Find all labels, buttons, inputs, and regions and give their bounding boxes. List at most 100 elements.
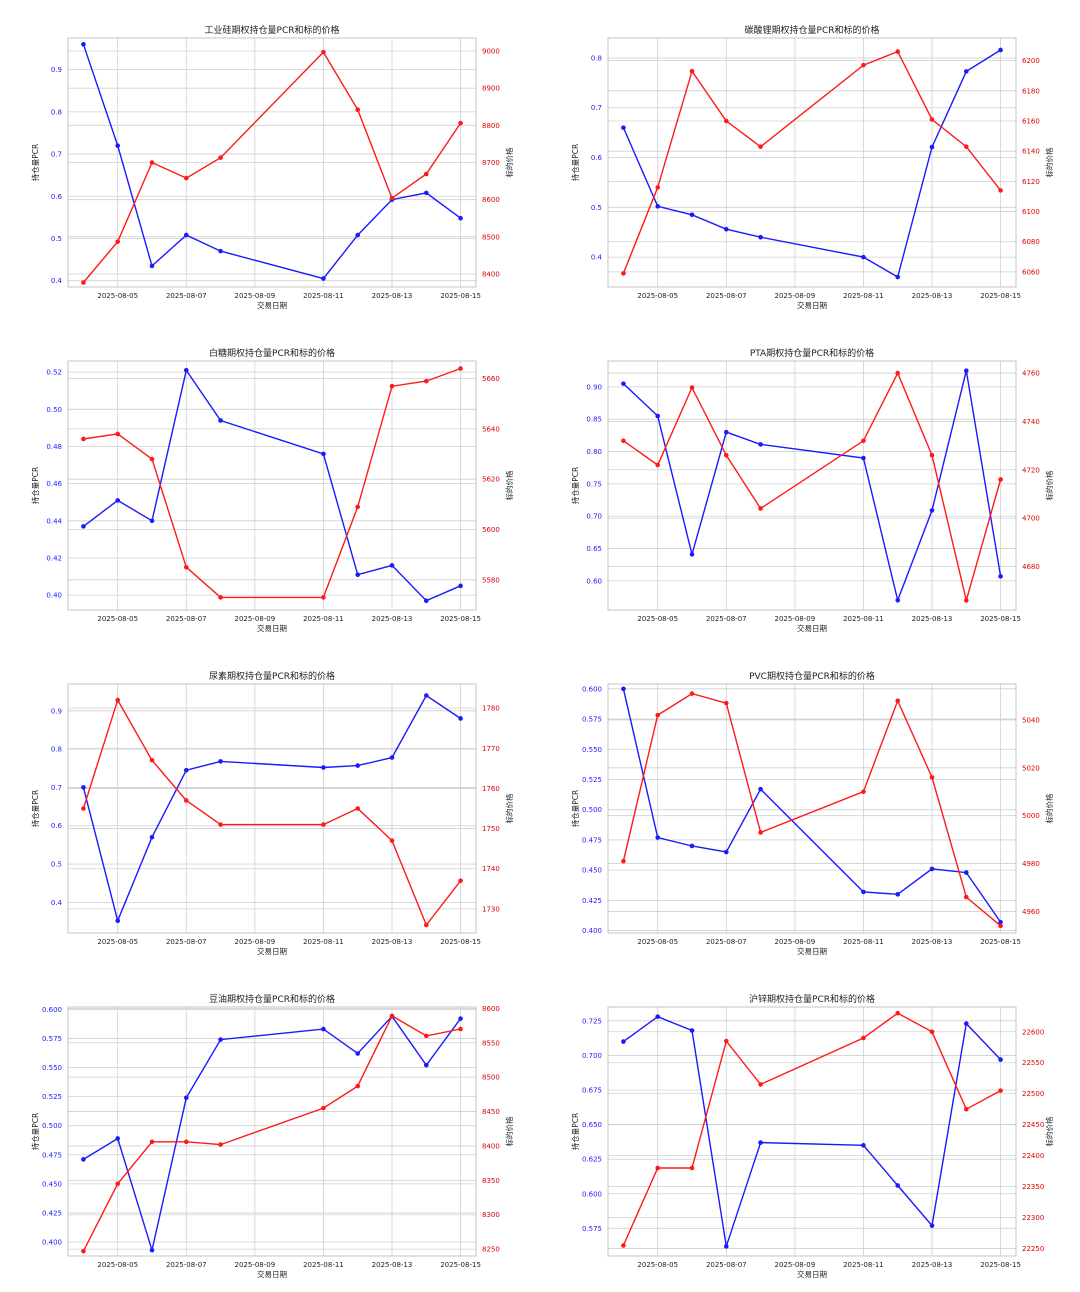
price-point [861,789,866,795]
price-point [998,477,1003,482]
y-right-tick-label: 8250 [482,1246,500,1254]
y-left-tick-label: 0.46 [46,480,62,488]
price-point [621,438,626,444]
y-right-tick-label: 5600 [482,526,500,534]
y-left-tick-label: 0.44 [46,517,62,525]
y-left-tick-label: 0.48 [46,443,62,451]
y-right-axis-label: 标的价格 [1044,147,1054,177]
y-left-axis-label: 持仓量PCR [570,144,580,181]
price-point [389,195,395,201]
y-right-tick-label: 8400 [482,270,500,278]
y-left-tick-label: 0.425 [42,1209,62,1217]
price-point [149,456,155,462]
y-left-axis-label: 持仓量PCR [30,1113,40,1150]
x-tick-label: 2025-08-07 [166,615,207,623]
price-point [895,370,901,376]
y-left-tick-label: 0.80 [586,448,602,456]
chart-title: 工业硅期权持仓量PCR和标的价格 [205,24,340,36]
pcr-point [929,144,935,150]
x-tick-label: 2025-08-13 [372,1261,413,1269]
y-left-axis-label: 持仓量PCR [30,790,40,827]
x-tick-label: 2025-08-09 [235,292,276,300]
pcr-series-line [82,694,461,923]
chart-title: 沪锌期权持仓量PCR和标的价格 [749,993,875,1005]
y-left-tick-label: 0.8 [51,746,62,754]
pcr-point [621,381,626,386]
y-right-tick-label: 4700 [1022,515,1040,523]
price-point [861,438,866,444]
y-right-tick-label: 1780 [482,705,500,713]
price-point [183,798,189,803]
price-point [81,280,86,285]
price-point [758,144,763,149]
price-point [929,452,935,458]
chart-svg: 豆油期权持仓量PCR和标的价格 2025-08-05 2025-08-07 2025-… [30,993,514,1279]
y-right-tick-label: 8600 [482,1005,500,1013]
y-right-tick-label: 8700 [482,159,500,167]
x-tick-label: 2025-08-07 [706,1261,747,1269]
price-point [321,1105,326,1111]
y-left-tick-label: 0.575 [582,716,602,724]
y-left-tick-label: 0.60 [586,577,602,585]
y-left-tick-label: 0.9 [51,707,62,715]
pcr-point [895,274,901,280]
chart-svg: 碳酸锂期权持仓量PCR和标的价格 2025-08-05 2025-08-07 2025… [570,24,1054,310]
pcr-point [183,367,189,373]
chart-panel-2: 碳酸锂期权持仓量PCR和标的价格 2025-08-05 2025-08-07 2025… [540,0,1080,323]
pcr-point [861,254,866,260]
chart-panel-4: PTA期权持仓量PCR和标的价格 2025-08-05 2025-08-07 2025… [540,323,1080,646]
pcr-point [963,69,969,74]
pcr-point [723,429,729,435]
y-left-tick-label: 0.625 [582,1156,602,1164]
y-right-tick-label: 22400 [1022,1152,1044,1160]
y-left-tick-label: 0.475 [42,1151,62,1159]
y-left-tick-label: 0.450 [42,1180,62,1188]
y-left-tick-label: 0.525 [42,1093,62,1101]
pcr-point [149,263,155,269]
pcr-point [321,451,326,457]
chart-panel-8: 沪锌期权持仓量PCR和标的价格 2025-08-05 2025-08-07 2025-… [540,969,1080,1292]
y-right-tick-label: 8900 [482,85,500,93]
y-left-tick-label: 0.575 [582,1225,602,1233]
y-left-tick-label: 0.6 [51,193,63,201]
price-point [149,1139,155,1145]
pcr-point [621,1039,626,1044]
x-tick-label: 2025-08-07 [166,1261,207,1269]
x-tick-label: 2025-08-15 [980,292,1021,300]
y-left-tick-label: 0.50 [46,406,62,414]
pcr-point [758,786,763,792]
pcr-point [183,767,189,773]
y-left-tick-label: 0.425 [582,897,602,905]
y-right-tick-label: 8500 [482,1074,500,1082]
y-right-tick-label: 4720 [1022,466,1040,474]
y-right-tick-label: 5040 [1022,716,1040,724]
y-right-tick-label: 6140 [1022,148,1040,156]
x-tick-label: 2025-08-15 [980,615,1021,623]
y-left-tick-label: 0.40 [46,592,62,600]
pcr-point [423,190,429,196]
x-tick-label: 2025-08-05 [97,292,138,300]
pcr-point [423,693,429,698]
y-right-tick-label: 22600 [1022,1028,1044,1036]
y-right-tick-label: 22250 [1022,1245,1044,1253]
x-axis-label: 交易日期 [797,1269,827,1279]
plot-frame [607,37,1017,288]
pcr-point [321,765,326,770]
x-tick-label: 2025-08-11 [303,292,344,300]
pcr-point [321,276,326,281]
chart-svg: 白糖期权持仓量PCR和标的价格 2025-08-05 2025-08-07 2025-… [30,347,514,633]
y-right-tick-label: 9000 [482,48,500,56]
x-tick-label: 2025-08-13 [912,1261,953,1269]
y-left-axis-label: 持仓量PCR [30,144,40,181]
y-left-tick-label: 0.75 [586,480,602,488]
y-right-tick-label: 5660 [482,375,500,383]
x-axis-label: 交易日期 [797,623,827,633]
x-tick-label: 2025-08-11 [303,615,344,623]
pcr-point [723,849,729,855]
y-left-tick-label: 0.4 [591,254,603,262]
plot-frame [607,683,1017,934]
price-point [149,758,155,763]
pcr-point [963,870,969,875]
y-left-axis-label: 持仓量PCR [570,467,580,504]
